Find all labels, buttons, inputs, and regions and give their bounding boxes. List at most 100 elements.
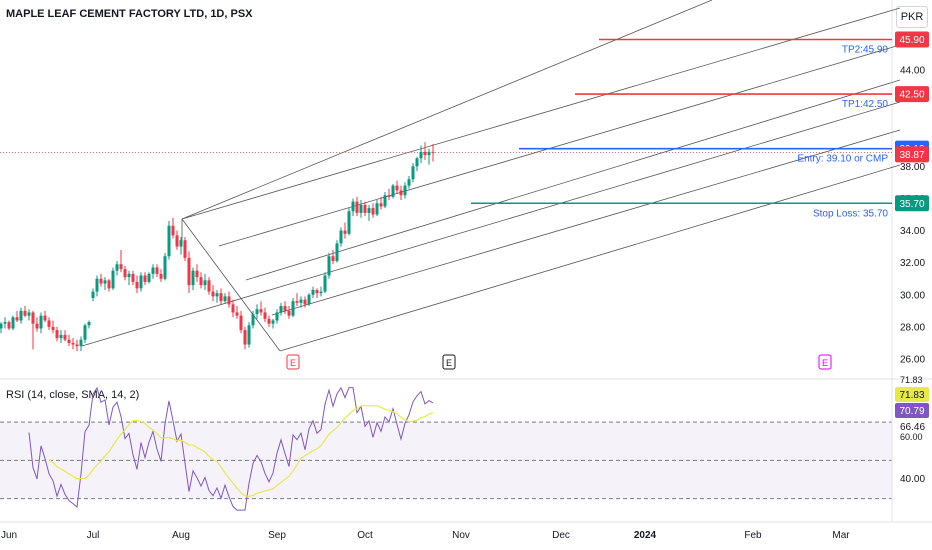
rsi-axis-tick: 60.00 [900,432,923,442]
candle [103,280,107,284]
price-axis-tick: 26.00 [900,355,925,366]
candle [407,179,411,186]
candle [31,312,35,324]
candle [219,293,223,302]
candle [143,275,147,282]
candle [171,225,175,236]
candle [283,306,287,311]
candle [375,203,379,215]
candle [11,317,15,329]
candle [267,318,271,324]
rsi-value-badge-text: 70.79 [899,406,924,417]
time-axis-label: Feb [744,530,762,541]
candle [339,230,343,244]
candle [0,323,3,329]
candle [195,270,199,278]
candle [15,317,19,321]
candle [351,201,355,212]
rsi-sma-badge [895,387,929,402]
candle [331,256,335,262]
candle [215,293,219,297]
candle [287,310,291,316]
candle [423,151,427,156]
candle [3,322,7,324]
candle [335,243,339,262]
candle [315,289,319,294]
candle [35,323,39,329]
candle [211,291,215,297]
channel-line[interactable] [81,101,901,347]
currency-button[interactable]: PKR [896,6,928,28]
candle [127,273,131,278]
candle [271,320,275,324]
candle [359,204,363,213]
candle [327,256,331,276]
chart-title: MAPLE LEAF CEMENT FACTORY LTD, 1D, PSX [6,8,253,20]
stop-loss-label: Stop Loss: 35.70 [813,208,888,219]
earnings-marker-feb[interactable] [818,354,832,370]
candle [183,240,187,258]
candle [55,330,59,339]
candle [383,195,387,207]
price-axis-tick: 28.00 [900,322,925,333]
earnings-marker-sep[interactable] [286,354,300,370]
candle [119,264,123,270]
channel-line[interactable] [245,79,901,281]
rsi-sma-badge-text: 71.83 [899,390,924,401]
tp1-badge [895,86,929,103]
rsi-axis-tick: 71.83 [900,375,923,385]
candle [263,312,267,319]
channel-line[interactable] [271,129,901,316]
earnings-marker-nov[interactable] [442,354,456,370]
rsi-axis-tick: 66.46 [900,422,925,433]
candle [431,151,435,153]
candle [251,314,255,326]
candle [223,296,227,302]
candle [115,264,119,271]
candle [7,322,11,329]
candle [79,339,83,347]
candle [179,240,183,247]
candle [51,326,55,331]
rsi-axis-tick: 40.00 [900,474,925,485]
channel-line[interactable] [181,7,901,220]
channel-line[interactable] [181,0,713,220]
tp2-badge [895,31,929,48]
channel-line[interactable] [218,44,901,247]
rsi-line [28,386,434,511]
candle [239,315,243,331]
candle [207,280,211,292]
candle [275,312,279,321]
time-axis-label: Mar [832,530,850,541]
candle [387,195,391,197]
channel-line[interactable] [181,218,281,352]
time-axis-label: Aug [172,530,190,541]
candle [419,151,423,159]
candle [95,278,99,292]
time-axis-label: Jun [1,530,17,541]
candle [247,325,251,345]
candle [355,201,359,213]
time-axis-label: Nov [452,530,470,541]
candle [303,299,307,305]
candle [47,320,51,327]
candle [231,304,235,313]
candle [415,158,419,167]
candle [91,291,95,298]
stop-loss-badge [895,195,929,212]
channel-line[interactable] [279,164,901,352]
price-axis-tick: 30.00 [900,290,925,301]
candle [67,339,71,343]
candle [107,280,111,289]
candle [43,315,47,321]
tp1-badge-text: 42.50 [899,90,924,101]
earnings-marker-sep-label: E [290,358,296,368]
candle [83,325,87,340]
candle [23,310,27,316]
candle [187,257,191,286]
candle [159,273,163,279]
time-axis-label: Sep [268,530,286,541]
price-axis-tick: 34.00 [900,226,925,237]
candle [235,312,239,316]
